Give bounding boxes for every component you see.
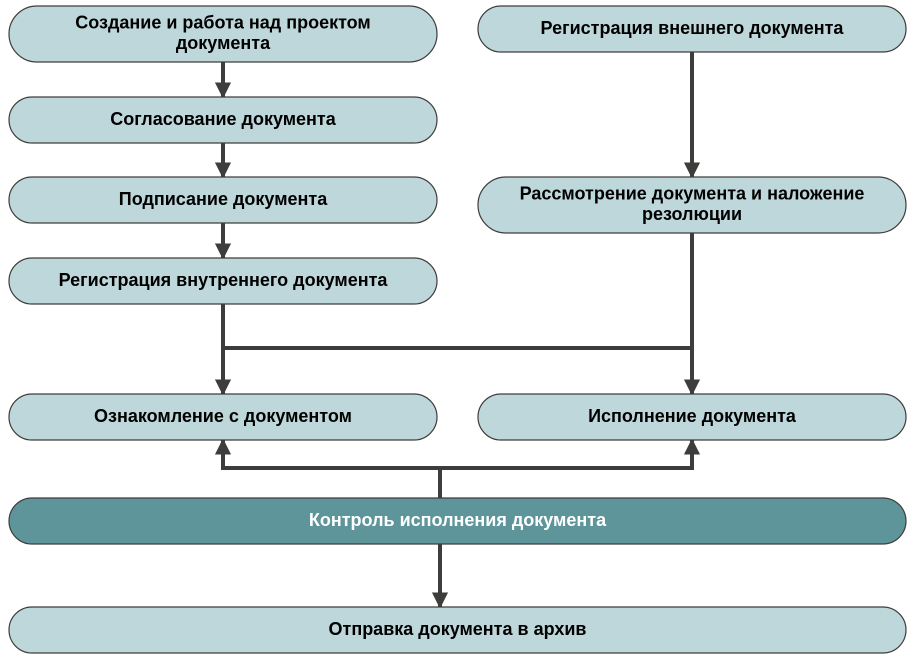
- flow-node-label: Исполнение документа: [588, 406, 797, 426]
- flow-node: Регистрация внутреннего документа: [9, 258, 437, 304]
- flow-node: Рассмотрение документа и наложениерезолю…: [478, 177, 906, 233]
- flow-node: Согласование документа: [9, 97, 437, 143]
- flowchart-canvas: Создание и работа над проектомдокументаС…: [0, 0, 916, 664]
- flow-node-label: Регистрация внешнего документа: [541, 18, 845, 38]
- flow-node: Создание и работа над проектомдокумента: [9, 6, 437, 62]
- flow-node-label: Согласование документа: [110, 109, 336, 129]
- flow-node: Исполнение документа: [478, 394, 906, 440]
- flow-node: Регистрация внешнего документа: [478, 6, 906, 52]
- flow-node-label: Контроль исполнения документа: [309, 510, 607, 530]
- flow-node-label: Регистрация внутреннего документа: [59, 270, 389, 290]
- flow-node-label: Ознакомление с документом: [94, 406, 352, 426]
- flow-node: Ознакомление с документом: [9, 394, 437, 440]
- flow-node-label: Создание и работа над проектом: [75, 12, 371, 32]
- flow-node-label: Отправка документа в архив: [329, 619, 587, 639]
- flow-node: Подписание документа: [9, 177, 437, 223]
- flow-node: Контроль исполнения документа: [9, 498, 906, 544]
- nodes-layer: Создание и работа над проектомдокументаС…: [9, 6, 906, 653]
- flow-node-label: резолюции: [642, 204, 742, 224]
- flow-node-label: Рассмотрение документа и наложение: [520, 183, 865, 203]
- flow-node-label: Подписание документа: [119, 189, 328, 209]
- flow-node-label: документа: [176, 33, 271, 53]
- flow-node: Отправка документа в архив: [9, 607, 906, 653]
